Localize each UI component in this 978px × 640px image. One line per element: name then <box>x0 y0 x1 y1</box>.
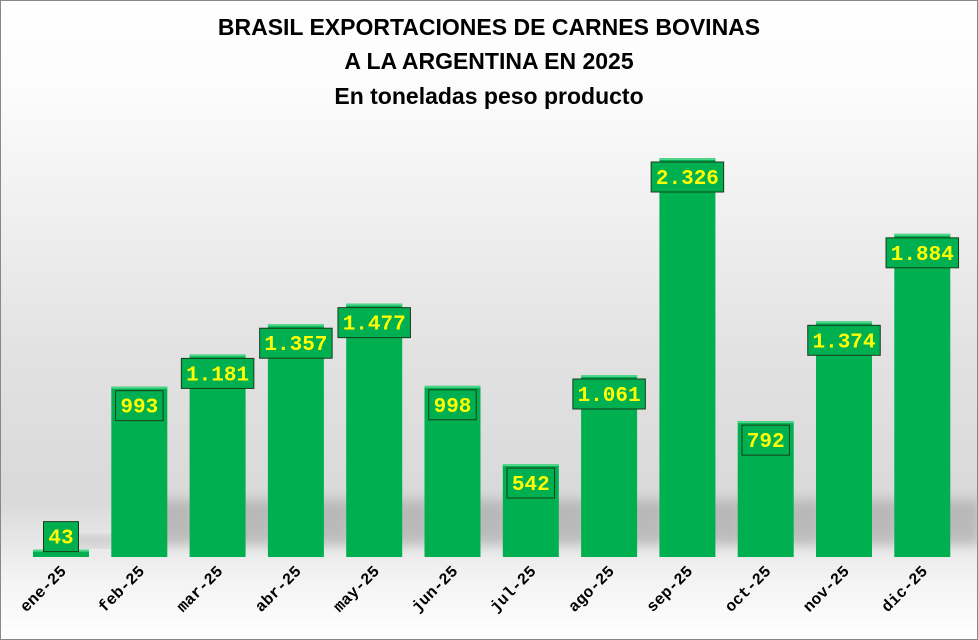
data-label: 1.357 <box>264 334 327 357</box>
x-tick-label: jun-25 <box>409 563 462 616</box>
data-label: 998 <box>434 396 472 419</box>
x-tick-label: abr-25 <box>252 563 305 616</box>
data-label-box <box>741 424 790 456</box>
data-label: 1.374 <box>812 331 875 354</box>
x-tick-label: ago-25 <box>565 563 618 616</box>
chart-title: BRASIL EXPORTACIONES DE CARNES BOVINAS <box>217 14 761 40</box>
data-label: 1.884 <box>891 244 954 267</box>
bar-top-highlight <box>189 354 246 357</box>
bar-top-highlight <box>267 324 324 327</box>
bar-top-highlight <box>581 374 638 377</box>
bar-abr-25 <box>267 324 324 557</box>
x-tick-label: sep-25 <box>643 563 696 616</box>
bar-top-highlight <box>659 158 716 160</box>
data-label: 542 <box>512 474 550 497</box>
bar-top-highlight <box>346 303 403 306</box>
bar-top-highlight <box>502 464 559 467</box>
x-tick-label: may-25 <box>330 563 383 616</box>
x-tick-label: mar-25 <box>174 563 227 616</box>
data-label-box <box>115 390 164 422</box>
data-label-box <box>259 327 333 359</box>
chart-subtitle: En toneladas peso producto <box>334 83 644 109</box>
x-tick-label: feb-25 <box>95 563 148 616</box>
bar-top-highlight <box>424 385 481 388</box>
data-label: 1.181 <box>186 364 249 387</box>
data-label-box <box>885 237 960 269</box>
data-label-box <box>337 307 411 339</box>
bar-ene-25 <box>33 549 89 557</box>
bar-top-highlight <box>894 233 951 236</box>
x-tick-label: ene-25 <box>17 563 70 616</box>
bar-top-highlight <box>816 321 872 324</box>
bar-top-highlight <box>737 421 794 424</box>
x-tick-label: dic-25 <box>878 563 931 616</box>
x-tick-label: nov-25 <box>800 563 853 616</box>
data-label-box <box>180 357 255 389</box>
bar-dic-25 <box>894 233 951 557</box>
data-label-box <box>572 378 646 410</box>
bar-nov-25 <box>816 321 872 557</box>
data-label: 792 <box>747 431 785 454</box>
bar-top-highlight <box>111 386 168 389</box>
data-label: 1.061 <box>578 385 641 408</box>
data-label-box <box>650 161 725 193</box>
data-label-box <box>807 324 881 356</box>
data-label: 993 <box>120 397 158 420</box>
data-label-box <box>43 521 79 553</box>
data-label: 43 <box>48 528 73 551</box>
chart-title-line2: A LA ARGENTINA EN 2025 <box>344 48 634 74</box>
x-tick-label: jul-25 <box>487 563 540 616</box>
bar-sep-25 <box>659 158 716 557</box>
data-label-box <box>428 389 477 421</box>
bar-may-25 <box>346 303 403 557</box>
x-tick-label: oct-25 <box>722 563 775 616</box>
bar-shadow <box>63 537 119 545</box>
data-label-box <box>506 467 556 499</box>
data-label: 1.477 <box>343 314 406 337</box>
data-label: 2.326 <box>656 168 719 191</box>
